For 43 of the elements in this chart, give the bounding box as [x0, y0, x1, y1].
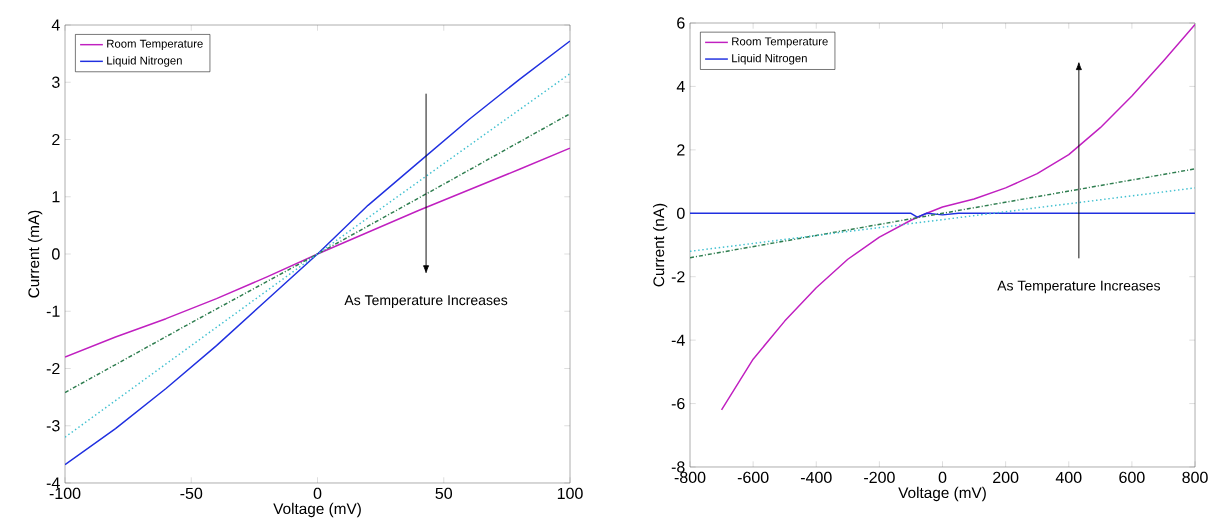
- y-tick-label: 1: [52, 191, 60, 203]
- y-tick-label: -3: [46, 420, 60, 432]
- y-tick-label: 3: [52, 76, 60, 89]
- y-tick-label: -8: [671, 461, 685, 473]
- x-tick-label: -400: [800, 471, 832, 484]
- x-tick-label: 600: [1119, 471, 1145, 484]
- x-tick-label: 0: [313, 487, 322, 500]
- y-tick-label: -4: [46, 477, 60, 489]
- y-tick-label: -4: [671, 334, 685, 346]
- x-tick-label: 400: [1055, 471, 1082, 484]
- y-tick-label: 0: [677, 207, 685, 220]
- line-series: [65, 113, 570, 394]
- y-tick-label: 4: [51, 19, 60, 31]
- annotation: As Temperature Increases: [344, 295, 508, 309]
- legend-label: Liquid Nitrogen: [732, 54, 807, 65]
- x-tick-label: -200: [864, 471, 895, 484]
- x-tick-label: 100: [557, 487, 583, 500]
- x-axis-title: Voltage (mV): [273, 503, 361, 518]
- x-tick-label: -100: [49, 487, 81, 500]
- y-axis-title: Current (nA): [652, 204, 668, 287]
- y-tick-label: -1: [46, 305, 60, 317]
- legend-label: Liquid Nitrogen: [107, 56, 182, 67]
- line-series: [720, 24, 1196, 411]
- y-tick-label: 4: [676, 81, 685, 93]
- y-tick-label: 2: [52, 134, 60, 146]
- y-tick-label: 2: [677, 144, 685, 156]
- legend-label: Room Temperature: [107, 39, 203, 51]
- legend-label: Room Temperature: [732, 37, 828, 48]
- x-axis-title: Voltage (mV): [898, 487, 986, 502]
- y-axis-title: Current (mA): [27, 210, 43, 298]
- y-tick-label: 0: [52, 248, 60, 260]
- y-tick-label: -6: [671, 398, 685, 410]
- annotation: As Temperature Increases: [997, 281, 1161, 294]
- x-tick-label: 0: [938, 471, 947, 484]
- x-tick-label: 800: [1182, 471, 1208, 484]
- x-tick-label: -50: [180, 487, 203, 500]
- y-tick-label: 6: [677, 17, 685, 29]
- x-tick-label: 200: [993, 471, 1019, 484]
- y-tick-label: -2: [671, 271, 685, 283]
- y-tick-label: -2: [46, 363, 60, 375]
- x-tick-label: 50: [435, 487, 453, 500]
- x-tick-label: -600: [737, 471, 769, 484]
- x-tick-label: -800: [674, 471, 706, 484]
